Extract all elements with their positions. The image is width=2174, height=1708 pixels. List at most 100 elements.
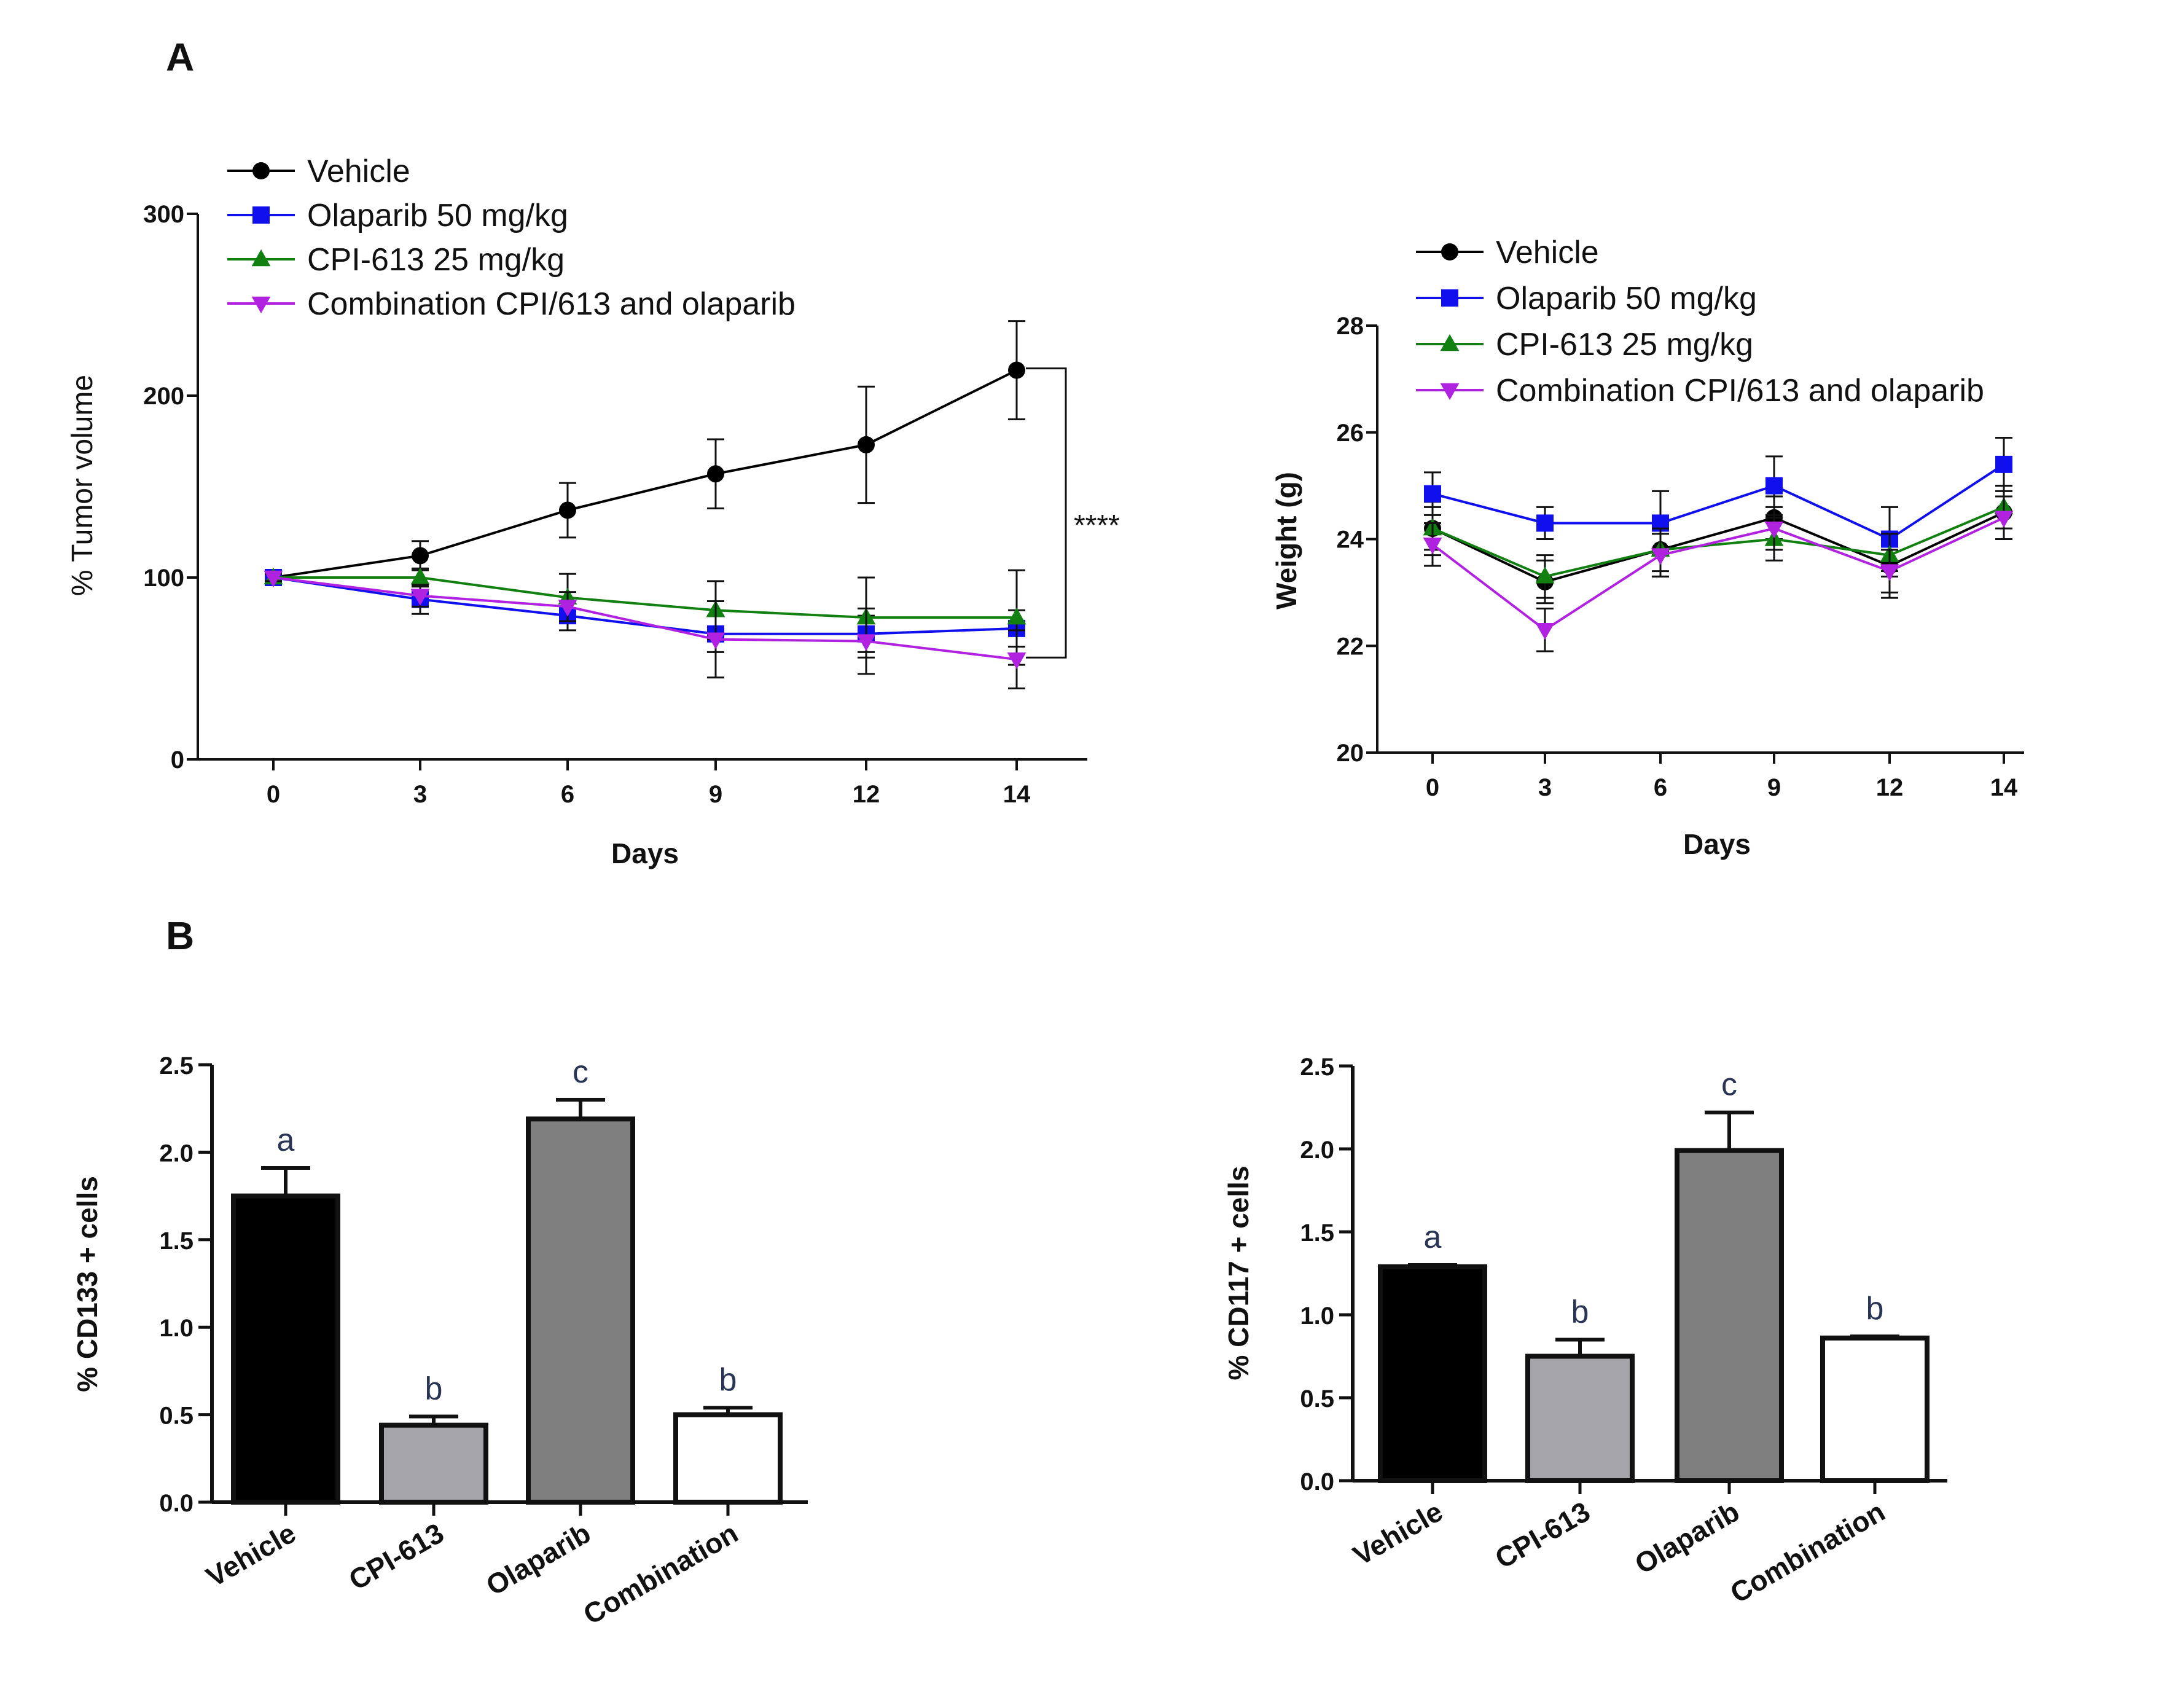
cd117-y-tick-label: 1.0 bbox=[1300, 1303, 1334, 1330]
weight-legend-marker bbox=[1441, 289, 1458, 307]
tumor-x-tick-label: 12 bbox=[853, 781, 880, 808]
tumor-x-tick-label: 0 bbox=[267, 781, 280, 808]
cd117-bar bbox=[1378, 1264, 1487, 1483]
cd133-y-tick-label: 1.0 bbox=[159, 1315, 194, 1342]
weight-data-point bbox=[1424, 485, 1441, 503]
cd117-significance-letter: b bbox=[1571, 1295, 1589, 1330]
cd117-bar bbox=[1820, 1335, 1930, 1484]
tumor-data-point bbox=[558, 600, 577, 617]
cd133-category-label: Combination bbox=[578, 1517, 743, 1631]
tumor-data-point bbox=[706, 632, 725, 649]
tumor-x-tick-label: 14 bbox=[1003, 781, 1031, 808]
cd133-category-label: CPI-613 bbox=[343, 1517, 449, 1596]
tumor-legend-marker bbox=[251, 296, 271, 314]
tumor-legend-marker bbox=[252, 206, 270, 224]
weight-chart: Weight (g) Days 20 22 24 26 28 0 3 6 9 12 14 Vehicl… bbox=[1270, 235, 2024, 860]
weight-data-point bbox=[1995, 455, 2012, 473]
tumor-data-point bbox=[559, 501, 576, 519]
tumor-legend-label: Combination CPI/613 and olaparib bbox=[307, 286, 796, 322]
weight-series-1 bbox=[1424, 436, 2012, 573]
weight-data-point bbox=[1536, 514, 1554, 532]
cd117-bar bbox=[1525, 1353, 1635, 1483]
cd133-significance-letter: b bbox=[425, 1371, 443, 1406]
cd117-bar-chart: % CD117 + cells 0.0 0.5 1.0 1.5 2.0 2.5 a Vehic… bbox=[1222, 1054, 1947, 1609]
weight-y-tick-label: 22 bbox=[1337, 633, 1364, 660]
weight-y-tick-label: 20 bbox=[1337, 740, 1364, 767]
cd117-significance-letter: a bbox=[1424, 1220, 1442, 1255]
cd133-category-label: Olaparib bbox=[480, 1517, 596, 1602]
weight-y-tick-label: 24 bbox=[1337, 527, 1364, 554]
cd117-y-tick-label: 2.0 bbox=[1300, 1137, 1334, 1164]
cd133-y-axis-label: % CD133 + cells bbox=[71, 1176, 103, 1392]
cd117-y-tick-label: 0.0 bbox=[1300, 1468, 1334, 1495]
cd133-y-tick-label: 1.5 bbox=[159, 1228, 194, 1255]
cd117-category-label: Combination bbox=[1725, 1495, 1890, 1610]
tumor-data-point bbox=[412, 547, 429, 565]
cd133-significance-letter: c bbox=[573, 1054, 588, 1090]
cd117-y-tick-label: 1.5 bbox=[1300, 1220, 1334, 1247]
cd117-y-tick-label: 0.5 bbox=[1300, 1385, 1334, 1412]
tumor-series-line bbox=[273, 576, 1017, 619]
tumor-series-1 bbox=[265, 569, 1025, 653]
tumor-x-tick-label: 3 bbox=[413, 781, 427, 808]
tumor-x-tick-label: 6 bbox=[561, 781, 574, 808]
weight-series-line bbox=[1432, 506, 2004, 578]
weight-data-point bbox=[1880, 564, 1899, 581]
weight-y-tick-label: 26 bbox=[1337, 420, 1364, 447]
tumor-legend-label: Vehicle bbox=[307, 154, 410, 189]
tumor-legend-label: Olaparib 50 mg/kg bbox=[307, 198, 568, 233]
tumor-y-tick-label: 0 bbox=[171, 746, 184, 774]
cd133-bar bbox=[526, 1116, 635, 1505]
cd133-bar bbox=[379, 1422, 488, 1505]
cd133-bar bbox=[673, 1412, 783, 1505]
tumor-data-point bbox=[1007, 608, 1026, 625]
tumor-y-tick-label: 300 bbox=[143, 201, 184, 228]
weight-y-axis-label: Weight (g) bbox=[1270, 472, 1302, 609]
tumor-series-line bbox=[273, 369, 1017, 579]
tumor-data-point bbox=[1007, 652, 1026, 670]
weight-legend-label: Vehicle bbox=[1496, 235, 1599, 270]
tumor-y-axis-label: % Tumor volume bbox=[66, 375, 99, 596]
weight-legend-label: CPI-613 25 mg/kg bbox=[1496, 327, 1753, 362]
tumor-data-point bbox=[856, 634, 876, 651]
weight-x-axis-label: Days bbox=[1683, 828, 1751, 860]
weight-data-point bbox=[1765, 477, 1783, 495]
tumor-series-0 bbox=[265, 320, 1025, 586]
cd133-category-label: Vehicle bbox=[201, 1517, 301, 1593]
cd117-category-label: Vehicle bbox=[1348, 1495, 1448, 1572]
cd117-bar bbox=[1675, 1148, 1784, 1483]
tumor-y-tick-label: 100 bbox=[143, 565, 184, 592]
tumor-data-point bbox=[410, 567, 430, 585]
weight-legend-marker bbox=[1440, 383, 1460, 401]
tumor-data-point bbox=[410, 589, 430, 606]
tumor-x-axis-label: Days bbox=[611, 837, 679, 869]
tumor-y-tick-label: 200 bbox=[143, 383, 184, 410]
weight-data-point bbox=[1535, 622, 1555, 640]
cd117-y-axis-label: % CD117 + cells bbox=[1222, 1165, 1254, 1380]
cd117-category-label: CPI-613 bbox=[1490, 1495, 1595, 1575]
weight-series-line bbox=[1432, 463, 2005, 541]
tumor-legend-label: CPI-613 25 mg/kg bbox=[307, 242, 565, 278]
weight-x-tick-label: 6 bbox=[1654, 774, 1667, 801]
cd133-significance-letter: a bbox=[277, 1122, 295, 1158]
weight-x-tick-label: 14 bbox=[1990, 774, 2018, 801]
cd133-y-tick-label: 0.5 bbox=[159, 1403, 194, 1430]
cd133-y-tick-label: 0.0 bbox=[159, 1490, 194, 1517]
tumor-data-point bbox=[858, 436, 875, 453]
weight-data-point bbox=[1651, 548, 1670, 565]
tumor-series-line bbox=[273, 576, 1017, 661]
weight-x-tick-label: 0 bbox=[1426, 774, 1439, 801]
weight-data-point bbox=[1535, 566, 1555, 584]
weight-data-point bbox=[1994, 511, 2014, 528]
weight-legend-marker bbox=[1441, 243, 1458, 261]
tumor-x-tick-label: 9 bbox=[709, 781, 722, 808]
significance-bracket bbox=[1026, 367, 1067, 659]
panel-label-a: A bbox=[166, 35, 194, 79]
weight-legend-label: Combination CPI/613 and olaparib bbox=[1496, 373, 1984, 409]
cd133-significance-letter: b bbox=[719, 1362, 737, 1398]
weight-y-tick-label: 28 bbox=[1337, 313, 1364, 340]
cd133-bar-chart: % CD133 + cells 0.0 0.5 1.0 1.5 2.0 2.5 a Vehic… bbox=[71, 1052, 808, 1631]
weight-series-line bbox=[1431, 516, 2004, 632]
weight-x-tick-label: 12 bbox=[1876, 774, 1904, 801]
weight-x-tick-label: 3 bbox=[1538, 774, 1552, 801]
